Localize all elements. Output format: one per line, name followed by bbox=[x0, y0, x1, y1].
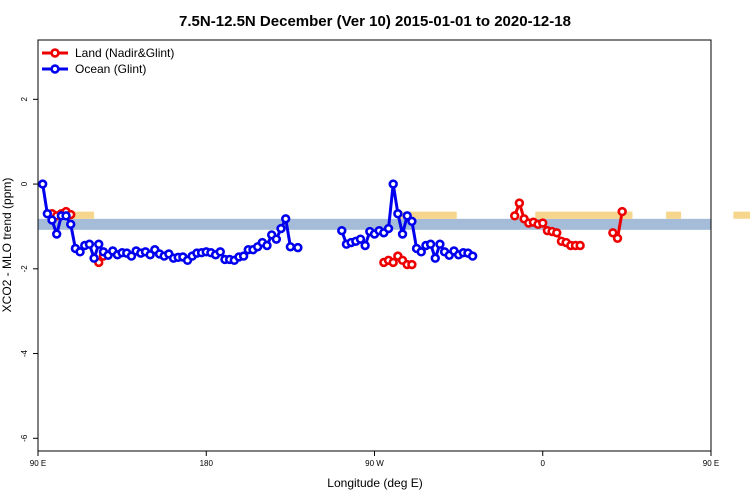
ocean-point bbox=[402, 211, 412, 221]
y-tick-label: -4 bbox=[20, 349, 29, 357]
land-legend-marker bbox=[50, 48, 60, 58]
ocean-point bbox=[47, 215, 57, 225]
x-tick-label: 90 E bbox=[30, 459, 46, 468]
plot-area: 90 E 180 90 W 0 90 E 2 0 -2 -4 -6 bbox=[20, 39, 750, 468]
plot-frame bbox=[37, 39, 712, 452]
y-tick-label: -6 bbox=[20, 434, 29, 442]
land-point bbox=[617, 206, 627, 217]
land-point bbox=[552, 228, 562, 238]
ocean-point bbox=[51, 229, 62, 239]
ocean-point bbox=[467, 251, 478, 261]
ocean-point bbox=[435, 239, 445, 249]
x-tick-label: 0 bbox=[541, 459, 546, 468]
ocean-point bbox=[37, 179, 48, 189]
y-tick-label: -2 bbox=[20, 265, 29, 273]
land-mask-area bbox=[666, 211, 682, 219]
land-point bbox=[407, 259, 417, 270]
ocean-point bbox=[416, 247, 426, 257]
ocean-point bbox=[397, 229, 408, 239]
ocean-legend-marker bbox=[50, 64, 60, 74]
land-point bbox=[388, 257, 398, 268]
ocean-point bbox=[407, 216, 417, 227]
ocean-point bbox=[271, 234, 282, 244]
land-point bbox=[575, 240, 585, 251]
x-tick-label: 90 W bbox=[365, 459, 384, 468]
land-point bbox=[612, 233, 623, 243]
ocean-point bbox=[355, 234, 366, 244]
ocean-point bbox=[215, 247, 225, 257]
ocean-point bbox=[430, 253, 440, 263]
ocean-legend-label: Ocean (Glint) bbox=[75, 62, 146, 76]
land-mask-area bbox=[733, 211, 750, 219]
y-tick-label: 0 bbox=[20, 181, 29, 186]
x-axis-label: Longitude (deg E) bbox=[327, 476, 422, 490]
land-legend-label: Land (Nadir&Glint) bbox=[75, 46, 174, 60]
ocean-point bbox=[337, 225, 347, 236]
ocean-point bbox=[276, 223, 286, 234]
ocean-point bbox=[61, 211, 71, 221]
legend: Land (Nadir&Glint) Ocean (Glint) bbox=[42, 46, 174, 76]
ocean-point bbox=[383, 223, 394, 234]
land-mask-area bbox=[535, 211, 633, 219]
land-point bbox=[510, 211, 520, 221]
ocean-point bbox=[262, 240, 272, 251]
ocean-point bbox=[94, 239, 104, 249]
ocean-point bbox=[293, 242, 303, 253]
land-point bbox=[514, 198, 525, 208]
land-point bbox=[538, 218, 548, 228]
ocean-point bbox=[66, 219, 76, 230]
ocean-point bbox=[238, 251, 249, 261]
ocean-point bbox=[75, 247, 85, 257]
chart-title: 7.5N-12.5N December (Ver 10) 2015-01-01 … bbox=[179, 13, 571, 30]
ocean-point bbox=[285, 242, 296, 252]
land-point bbox=[608, 228, 618, 238]
ocean-point bbox=[393, 209, 403, 219]
ocean-point bbox=[42, 209, 53, 219]
y-axis-label: XCO2 - MLO trend (ppm) bbox=[0, 178, 14, 313]
x-tick-label: 180 bbox=[200, 459, 214, 468]
ocean-point bbox=[388, 179, 398, 189]
ocean-point bbox=[425, 239, 436, 249]
land-mask-area bbox=[398, 211, 457, 219]
y-tick-label: 2 bbox=[20, 97, 29, 102]
ocean-point bbox=[281, 214, 291, 224]
ocean-point bbox=[84, 239, 95, 249]
x-tick-label: 90 E bbox=[703, 459, 719, 468]
reference-band bbox=[38, 218, 711, 230]
ocean-point bbox=[89, 253, 99, 263]
ocean-point bbox=[360, 240, 370, 251]
